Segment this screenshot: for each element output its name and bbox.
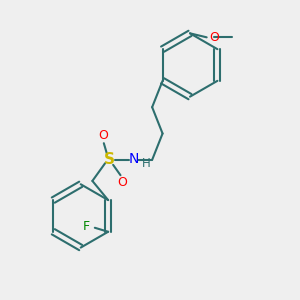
Text: H: H [142, 158, 151, 170]
Text: O: O [98, 129, 108, 142]
Text: S: S [104, 152, 115, 167]
Text: N: N [129, 152, 139, 166]
Text: O: O [118, 176, 128, 189]
Text: F: F [83, 220, 90, 233]
Text: O: O [209, 31, 219, 44]
